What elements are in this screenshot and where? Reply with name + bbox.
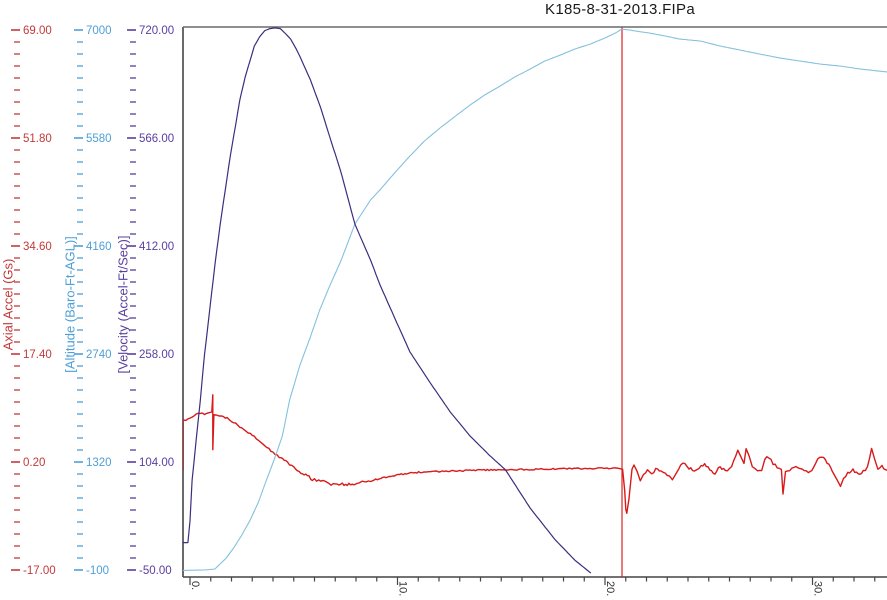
accel-curve: [183, 394, 887, 514]
velocity-tick-label: 104.00: [139, 457, 174, 469]
altitude-tick-label: 1320: [86, 457, 112, 469]
accel-tick-label: 0.20: [23, 457, 45, 469]
accel-tick-label: -17.00: [23, 565, 56, 577]
chart-title: K185-8-31-2013.FIPa: [545, 1, 695, 18]
x-tick-label: 30.: [812, 581, 824, 596]
velocity-tick-label: -50.00: [139, 565, 172, 577]
velocity-tick-label: 412.00: [139, 241, 174, 253]
x-tick-label: 0.: [189, 581, 201, 590]
altitude-curve: [183, 28, 887, 571]
accel-tick-label: 69.00: [23, 25, 52, 37]
altitude-tick-label: -100: [86, 565, 109, 577]
altitude-tick-label: 2740: [86, 349, 112, 361]
velocity-tick-label: 566.00: [139, 133, 174, 145]
x-tick-label: 10.: [397, 581, 409, 596]
velocity-curve: [183, 27, 592, 574]
velocity-tick-label: 720.00: [139, 25, 174, 37]
altitude-tick-label: 4160: [86, 241, 112, 253]
accel-tick-label: 34.60: [23, 241, 52, 253]
accel-tick-label: 51.80: [23, 133, 52, 145]
altitude-tick-label: 5580: [86, 133, 112, 145]
accel-tick-label: 17.40: [23, 349, 52, 361]
x-tick-label: 20.: [604, 581, 616, 596]
velocity-tick-label: 258.00: [139, 349, 174, 361]
altitude-tick-label: 7000: [86, 25, 112, 37]
